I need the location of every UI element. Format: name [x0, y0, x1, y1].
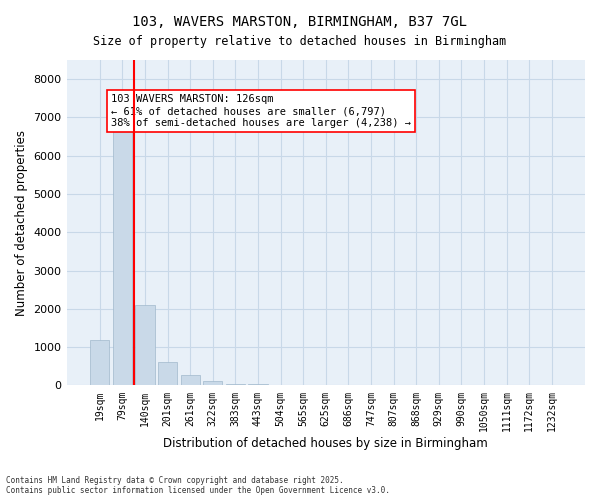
Text: Contains HM Land Registry data © Crown copyright and database right 2025.
Contai: Contains HM Land Registry data © Crown c… — [6, 476, 390, 495]
Text: 103, WAVERS MARSTON, BIRMINGHAM, B37 7GL: 103, WAVERS MARSTON, BIRMINGHAM, B37 7GL — [133, 15, 467, 29]
Bar — [203, 382, 223, 386]
Bar — [90, 340, 109, 386]
Bar — [113, 129, 132, 386]
Y-axis label: Number of detached properties: Number of detached properties — [15, 130, 28, 316]
Bar — [248, 384, 268, 386]
X-axis label: Distribution of detached houses by size in Birmingham: Distribution of detached houses by size … — [163, 437, 488, 450]
Bar — [226, 384, 245, 386]
Bar — [181, 374, 200, 386]
Text: Size of property relative to detached houses in Birmingham: Size of property relative to detached ho… — [94, 35, 506, 48]
Text: 103 WAVERS MARSTON: 126sqm
← 61% of detached houses are smaller (6,797)
38% of s: 103 WAVERS MARSTON: 126sqm ← 61% of deta… — [111, 94, 411, 128]
Bar — [136, 305, 155, 386]
Bar — [158, 362, 177, 386]
